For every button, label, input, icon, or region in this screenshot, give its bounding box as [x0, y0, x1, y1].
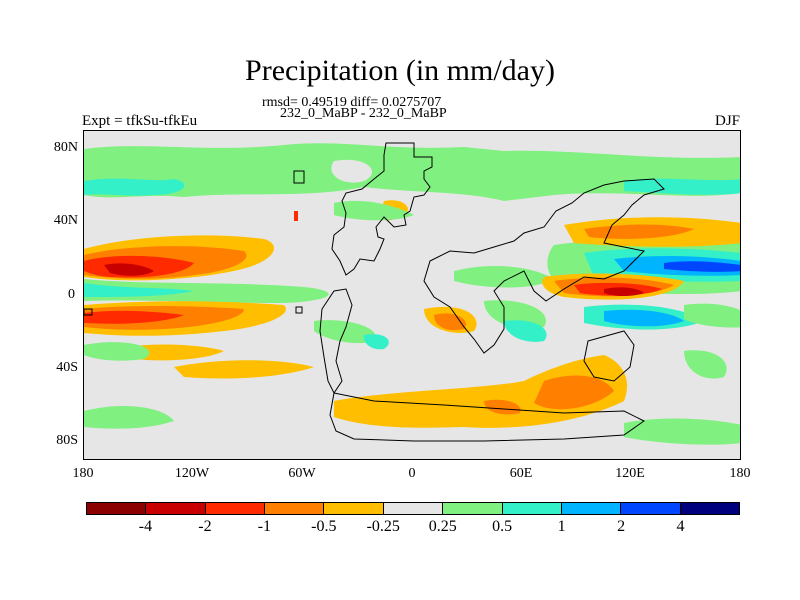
- x-tick-label: 180: [72, 466, 94, 481]
- y-tick-label: 0: [68, 287, 75, 302]
- map-panel: [83, 130, 741, 460]
- colorbar-swatch: [680, 503, 739, 514]
- eurasia-africa-outline: [423, 178, 665, 354]
- x-tick-label: 120W: [174, 466, 210, 481]
- samerica-outline: [319, 288, 353, 394]
- southern-ocean-positive: [334, 355, 628, 428]
- antarctica-outline: [329, 392, 645, 442]
- colorbar: [86, 502, 740, 515]
- colorbar-swatch: [265, 503, 325, 514]
- americas-outline: [331, 142, 433, 276]
- colorbar-swatch: [146, 503, 206, 514]
- season-label: DJF: [714, 113, 740, 129]
- experiment-label: Expt = tfkSu-tfkEu: [82, 113, 198, 129]
- colorbar-label: -4: [138, 518, 153, 535]
- colorbar-swatch: [502, 503, 562, 514]
- colorbar-label: 0.5: [492, 518, 513, 535]
- colorbar-label: -2: [198, 518, 212, 535]
- colorbar-label: 4: [676, 518, 685, 535]
- colorbar-label: 2: [617, 518, 626, 535]
- y-tick-label: 40S: [56, 360, 78, 375]
- colorbar-swatch: [443, 503, 503, 514]
- y-tick-label: 80S: [56, 433, 78, 448]
- colorbar-swatch: [205, 503, 266, 514]
- colorbar-label: -0.5: [311, 518, 337, 535]
- x-tick-label: 60W: [288, 466, 316, 481]
- colorbar-label: -0.25: [366, 518, 400, 535]
- colorbar-swatch: [383, 503, 444, 514]
- y-tick-label: 80N: [53, 140, 78, 155]
- colorbar-label: 1: [557, 518, 566, 535]
- x-tick-label: 180: [729, 466, 751, 481]
- y-tick-label: 40N: [53, 213, 78, 228]
- x-tick-label: 0: [408, 466, 416, 481]
- north-green-band: [84, 143, 740, 201]
- x-tick-label: 120E: [615, 466, 645, 481]
- precip-field: [84, 131, 740, 459]
- colorbar-label: 0.25: [428, 518, 457, 535]
- stats-line: rmsd= 0.49519 diff= 0.0275707: [262, 95, 442, 110]
- australia-outline: [583, 330, 635, 382]
- colorbar-swatch: [621, 503, 681, 514]
- case-line: 232_0_MaBP - 232_0_MaBP: [280, 106, 447, 121]
- colorbar-swatch: [87, 503, 147, 514]
- x-tick-label: 60E: [509, 466, 533, 481]
- plot-title: Precipitation (in mm/day): [245, 54, 555, 87]
- colorbar-label: -1: [257, 518, 272, 535]
- colorbar-swatch: [324, 503, 384, 514]
- colorbar-swatch: [561, 503, 622, 514]
